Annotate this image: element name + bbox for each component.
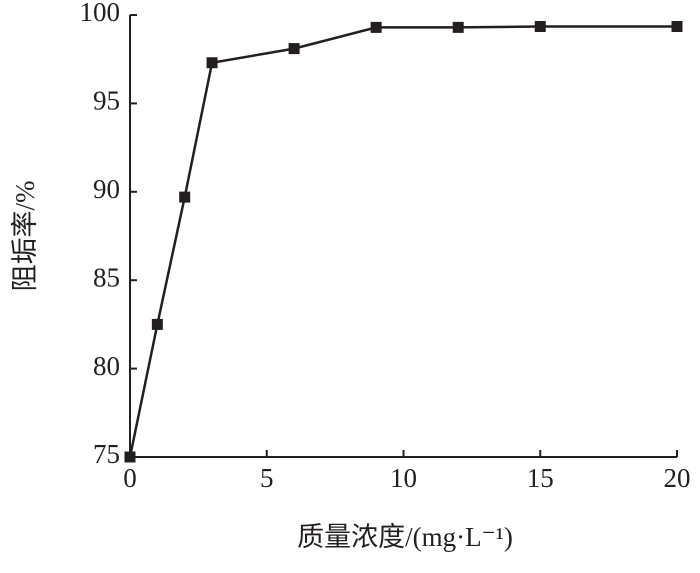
x-axis-label: 质量浓度/(mg·L⁻¹) [297, 522, 513, 552]
data-point [534, 20, 546, 32]
data-point [206, 57, 218, 69]
y-tick-label: 85 [93, 262, 120, 292]
data-point [452, 21, 464, 33]
data-point [288, 43, 300, 55]
y-tick-label: 90 [93, 174, 120, 204]
x-tick-label: 5 [260, 463, 274, 493]
y-tick-label: 80 [93, 351, 120, 381]
y-axis-label: 阻垢率/% [10, 181, 40, 292]
x-tick-label: 20 [664, 463, 691, 493]
x-tick-label: 15 [527, 463, 554, 493]
data-line [128, 25, 677, 458]
x-tick-label: 10 [390, 463, 417, 493]
data-point [370, 21, 382, 33]
x-tick-label: 0 [123, 463, 137, 493]
data-point [124, 451, 136, 463]
y-tick-label: 75 [93, 439, 120, 469]
data-point [151, 318, 163, 330]
data-point [179, 191, 191, 203]
data-point [671, 20, 683, 32]
y-tick-label: 100 [80, 0, 121, 27]
y-tick-label: 95 [93, 86, 120, 116]
